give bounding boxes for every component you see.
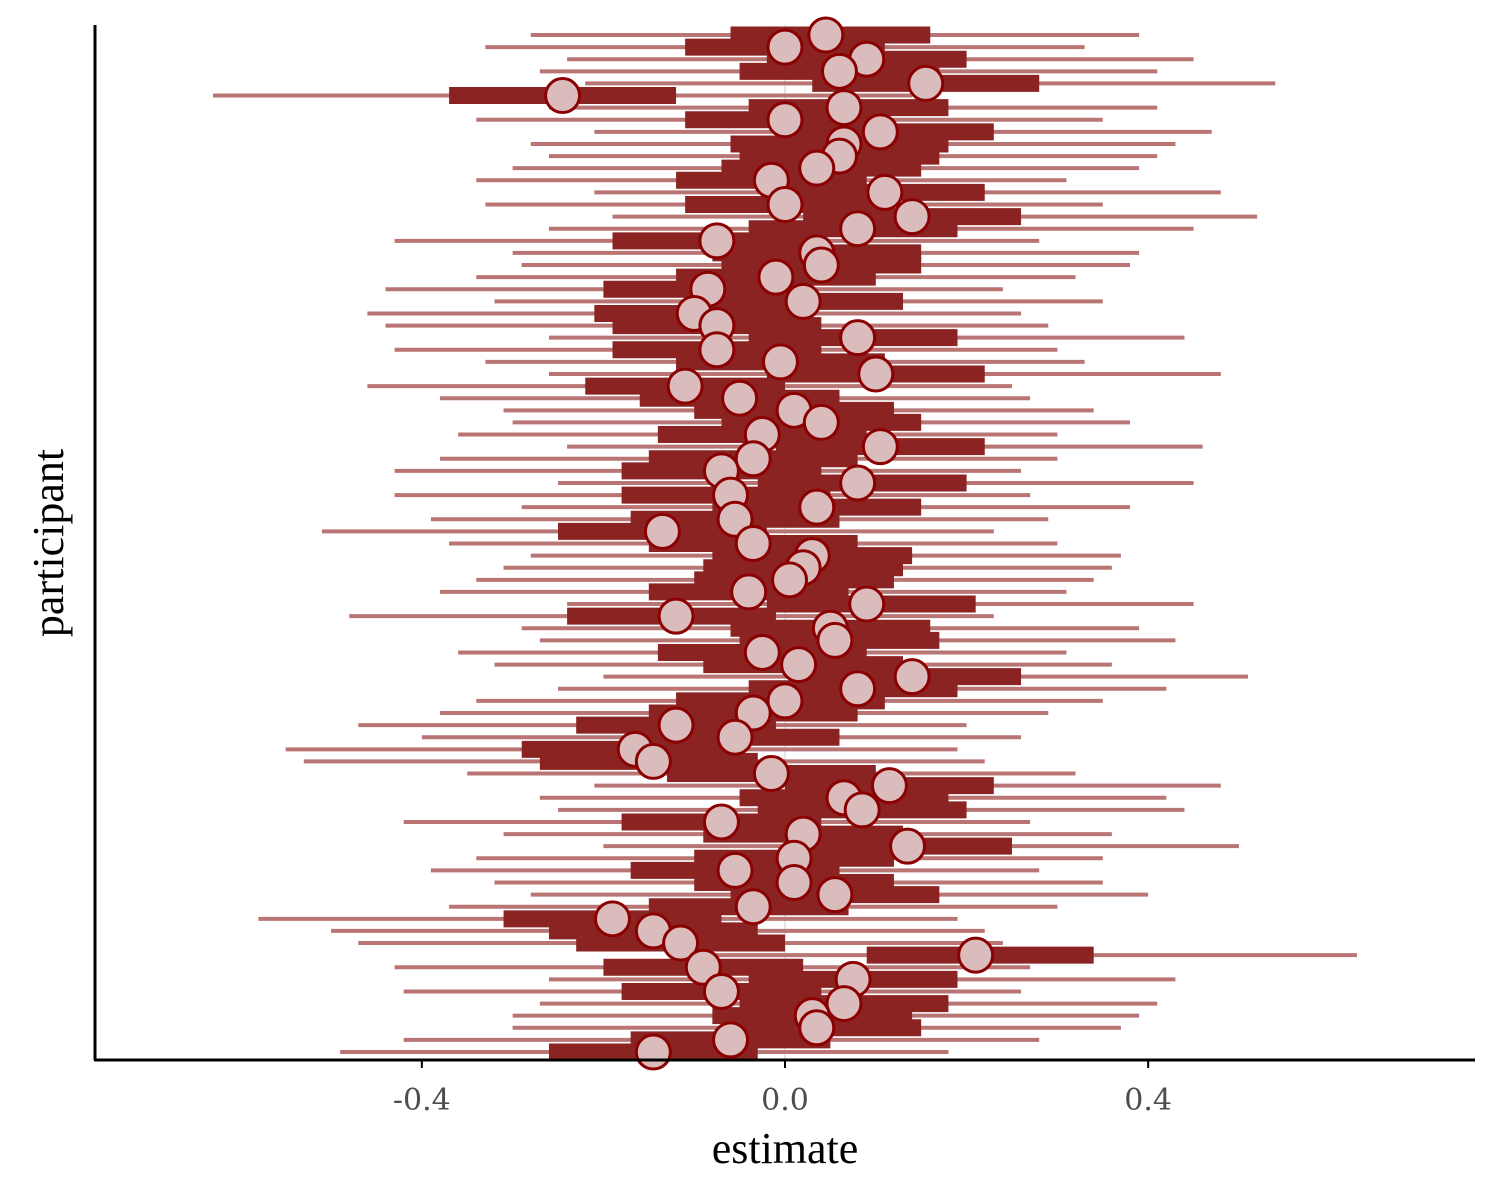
point-estimate	[712, 1021, 750, 1059]
point-estimate	[657, 706, 695, 744]
point-estimate	[820, 52, 858, 90]
point-estimate	[716, 718, 754, 756]
point-estimate	[798, 488, 836, 526]
point-estimate	[784, 282, 822, 320]
point-estimate	[698, 222, 736, 260]
point-estimate	[721, 379, 759, 417]
point-estimate	[716, 851, 754, 889]
point-estimate	[893, 198, 931, 236]
point-estimate	[839, 464, 877, 502]
point-estimate	[634, 1033, 672, 1071]
point-estimate	[848, 585, 886, 623]
point-estimate	[657, 597, 695, 635]
point-estimate	[743, 633, 781, 671]
x-tick-label: 0.0	[761, 1083, 809, 1118]
point-estimate	[594, 900, 631, 938]
point-estimate	[907, 64, 945, 102]
point-estimate	[761, 343, 799, 381]
point-estimate	[861, 428, 899, 466]
point-estimate	[839, 319, 877, 357]
point-estimate	[666, 367, 704, 405]
point-estimate	[766, 28, 804, 66]
point-estimate	[766, 682, 804, 720]
point-estimate	[643, 512, 681, 550]
point-estimate	[802, 403, 840, 441]
point-estimate	[734, 888, 772, 926]
point-estimate	[893, 658, 931, 696]
point-estimate	[662, 924, 700, 962]
point-estimate	[734, 440, 772, 478]
point-estimate	[870, 767, 908, 805]
point-estimate	[730, 573, 768, 611]
point-estimate	[771, 561, 809, 599]
point-estimate	[702, 972, 740, 1010]
point-estimate	[957, 936, 995, 974]
point-estimate	[798, 1009, 836, 1047]
x-tick-label: -0.4	[393, 1083, 451, 1118]
point-estimate	[702, 803, 740, 841]
point-estimate	[825, 89, 863, 127]
point-estimate	[816, 621, 854, 659]
y-axis-title: participant	[24, 449, 73, 637]
x-axis-ticks: -0.4 0.0 0.4	[393, 1060, 1172, 1118]
x-tick-label: 0.4	[1124, 1083, 1172, 1118]
point-estimate	[839, 210, 877, 248]
point-estimate	[757, 258, 795, 296]
point-estimate	[780, 646, 818, 684]
x-axis-title: estimate	[712, 1124, 859, 1173]
point-estimate	[857, 355, 895, 393]
point-estimate	[766, 101, 804, 139]
point-estimate	[802, 246, 840, 284]
point-estimate	[807, 16, 845, 54]
point-estimate	[775, 864, 813, 901]
point-estimate	[766, 186, 804, 223]
point-estimate	[839, 670, 877, 708]
point-estimate	[825, 985, 863, 1023]
point-estimate	[861, 113, 899, 151]
point-estimates	[544, 16, 995, 1071]
point-estimate	[544, 77, 582, 115]
point-estimate	[816, 876, 854, 914]
point-estimate	[698, 331, 736, 369]
point-estimate	[889, 827, 927, 865]
point-estimate	[866, 173, 904, 211]
point-estimate	[634, 742, 672, 780]
point-estimate	[798, 149, 836, 187]
point-estimate	[843, 791, 881, 829]
point-estimate	[752, 755, 790, 793]
point-estimate	[734, 525, 772, 562]
